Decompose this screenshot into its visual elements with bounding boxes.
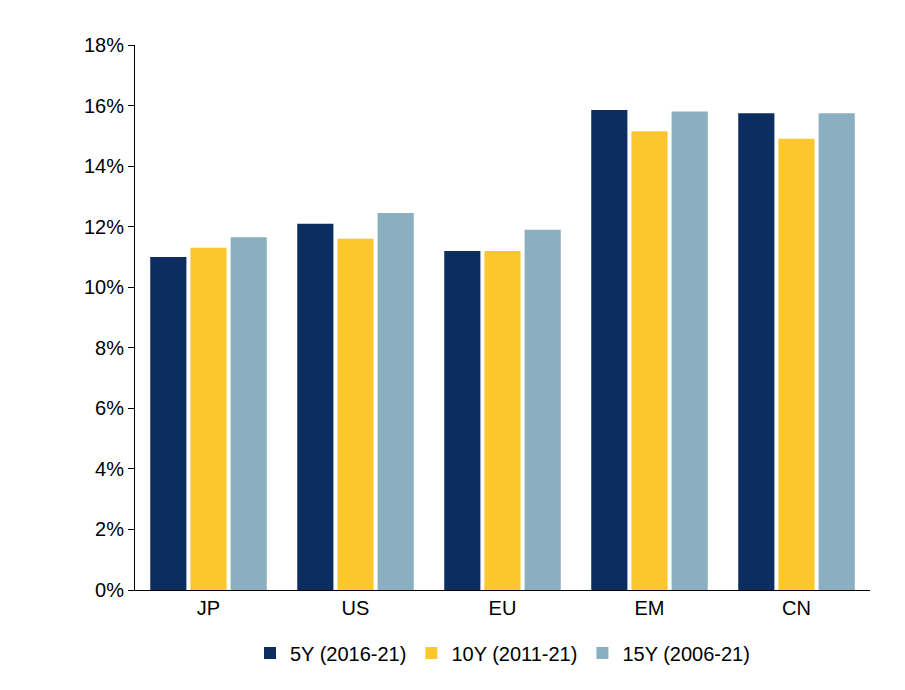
svg-text:US: US — [342, 597, 370, 619]
svg-text:5Y (2016-21): 5Y (2016-21) — [290, 643, 406, 665]
svg-text:EM: EM — [635, 597, 665, 619]
svg-text:6%: 6% — [95, 397, 124, 419]
svg-text:14%: 14% — [84, 155, 124, 177]
svg-text:15Y (2006-21): 15Y (2006-21) — [622, 643, 750, 665]
svg-text:16%: 16% — [84, 95, 124, 117]
svg-text:12%: 12% — [84, 216, 124, 238]
svg-text:EU: EU — [489, 597, 517, 619]
svg-text:10%: 10% — [84, 276, 124, 298]
svg-text:10Y (2011-21): 10Y (2011-21) — [451, 643, 577, 665]
svg-text:18%: 18% — [84, 34, 124, 56]
svg-text:CN: CN — [782, 597, 811, 619]
svg-text:0%: 0% — [95, 579, 124, 601]
svg-text:4%: 4% — [95, 458, 124, 480]
svg-text:JP: JP — [197, 597, 220, 619]
svg-text:8%: 8% — [95, 337, 124, 359]
svg-text:2%: 2% — [95, 518, 124, 540]
